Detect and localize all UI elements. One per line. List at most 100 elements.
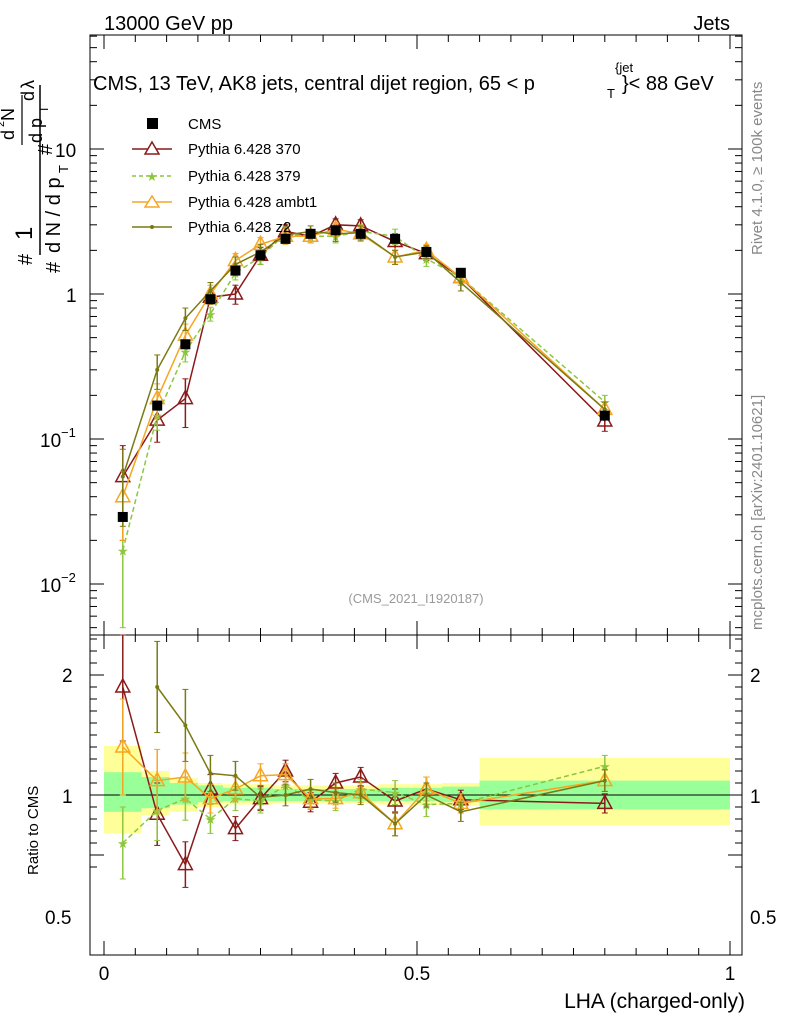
legend-marker-z2 — [150, 225, 154, 229]
ytick-10m2: 10 — [40, 576, 61, 597]
cms-point — [230, 265, 241, 276]
x-axis-label: LHA (charged-only) — [564, 990, 745, 1013]
svg-text:0.5: 0.5 — [404, 964, 430, 985]
ratio-point — [227, 819, 244, 835]
ratio-point — [333, 790, 338, 795]
legend-marker-ambt1 — [143, 194, 161, 208]
ratio-point — [308, 787, 313, 791]
svg-text:0.5: 0.5 — [750, 908, 776, 929]
main-line-2 — [122, 228, 606, 497]
ratio-point — [386, 791, 404, 807]
svg-text:d p: d p — [26, 118, 46, 143]
ratio-point: ★ — [599, 759, 611, 774]
main-ylabel: # 1 # d N / d p T # d 2 N d p T d λ — [0, 80, 71, 273]
rivet-label: Rivet 4.1.0, ≥ 100k events — [749, 82, 766, 255]
cms-point — [355, 228, 366, 239]
main-point — [183, 316, 188, 321]
ratio-line-2 — [122, 746, 605, 825]
svg-text:d N / d p: d N / d p — [43, 177, 65, 253]
ratio-point — [283, 793, 288, 797]
cms-point — [455, 267, 466, 278]
cms-point — [599, 410, 610, 421]
ytick-10m2-exp: −2 — [61, 570, 76, 585]
ratio-point — [227, 779, 244, 795]
ytick-1: 1 — [66, 286, 77, 307]
band-inner-1 — [141, 777, 170, 809]
svg-text:1: 1 — [62, 787, 73, 808]
ratio-point — [183, 723, 188, 728]
svg-text:λ: λ — [18, 80, 38, 89]
svg-text:T: T — [607, 86, 615, 101]
main-point: ★ — [180, 345, 192, 360]
cms-point — [152, 400, 163, 411]
ratio-point — [177, 767, 194, 783]
ratio-point — [177, 855, 194, 871]
svg-text:1: 1 — [725, 964, 736, 985]
legend-label-cms: CMS — [188, 116, 221, 133]
ratio-point: ★ — [205, 812, 217, 827]
cms-point — [280, 233, 291, 244]
cms-point — [117, 511, 128, 522]
svg-text:1: 1 — [11, 227, 38, 240]
cms-point — [390, 233, 401, 244]
legend-marker-370 — [143, 140, 161, 155]
cms-point — [305, 228, 316, 239]
svg-text:2: 2 — [0, 121, 7, 127]
main-point — [233, 262, 238, 267]
x-ticklabels: 0 0.5 1 — [99, 964, 736, 985]
svg-text:}< 88 GeV: }< 88 GeV — [622, 73, 714, 95]
svg-text:2: 2 — [62, 666, 73, 687]
svg-text:#: # — [35, 143, 57, 155]
svg-text:d: d — [0, 130, 18, 140]
ratio-point — [202, 789, 219, 805]
main-line-3 — [122, 230, 606, 477]
ratio-point — [114, 737, 132, 753]
main-point: ★ — [205, 307, 217, 322]
svg-text:0: 0 — [99, 964, 110, 985]
cms-point — [205, 294, 216, 305]
ratio-point — [393, 821, 398, 826]
main-line-0 — [122, 224, 606, 478]
svg-text:#: # — [43, 261, 65, 273]
legend: CMS Pythia 6.428 370 ★ Pythia 6.428 379 … — [132, 116, 317, 236]
legend-label-379: Pythia 6.428 379 — [188, 168, 301, 185]
svg-text:T: T — [56, 165, 71, 173]
ytick-10: 10 — [55, 141, 76, 162]
ratio-point: ★ — [117, 836, 129, 851]
cms-point — [255, 250, 266, 261]
main-y-ticklabels: 10 1 10 −1 10 −2 — [40, 141, 77, 597]
legend-label-ambt1: Pythia 6.428 ambt1 — [188, 194, 317, 211]
ytick-10m1-exp: −1 — [61, 425, 76, 440]
main-point — [227, 284, 244, 300]
svg-text:d: d — [18, 91, 38, 101]
ratio-point — [358, 793, 363, 797]
analysis-watermark: (CMS_2021_I1920187) — [348, 591, 483, 606]
category-label: Jets — [693, 13, 730, 35]
svg-text:T: T — [37, 105, 51, 113]
ratio-point — [208, 771, 213, 776]
svg-text:CMS, 13 TeV, AK8 jets, central: CMS, 13 TeV, AK8 jets, central dijet reg… — [93, 73, 535, 95]
legend-label-z2: Pythia 6.428 z2 — [188, 219, 291, 236]
ratio-point — [327, 789, 344, 805]
ytick-10m1: 10 — [40, 431, 61, 452]
mcplots-label: mcplots.cern.ch [arXiv:2401.10621] — [749, 395, 766, 630]
cms-point — [330, 225, 341, 236]
ratio-point — [155, 685, 160, 689]
svg-text:{jet: {jet — [615, 60, 633, 75]
legend-marker-379: ★ — [146, 169, 158, 184]
ratio-point — [258, 795, 263, 800]
main-point — [458, 280, 463, 285]
ratio-point: ★ — [389, 786, 401, 801]
ratio-point — [302, 789, 319, 805]
main-point — [155, 367, 160, 372]
cms-point — [421, 246, 432, 257]
ratio-point — [596, 793, 614, 810]
main-point — [208, 288, 213, 293]
ratio-point — [233, 773, 238, 778]
svg-text:#: # — [15, 253, 37, 265]
legend-label-370: Pythia 6.428 370 — [188, 141, 301, 158]
svg-text:2: 2 — [750, 666, 761, 687]
ratio-point — [277, 765, 294, 781]
main-point — [177, 388, 194, 405]
